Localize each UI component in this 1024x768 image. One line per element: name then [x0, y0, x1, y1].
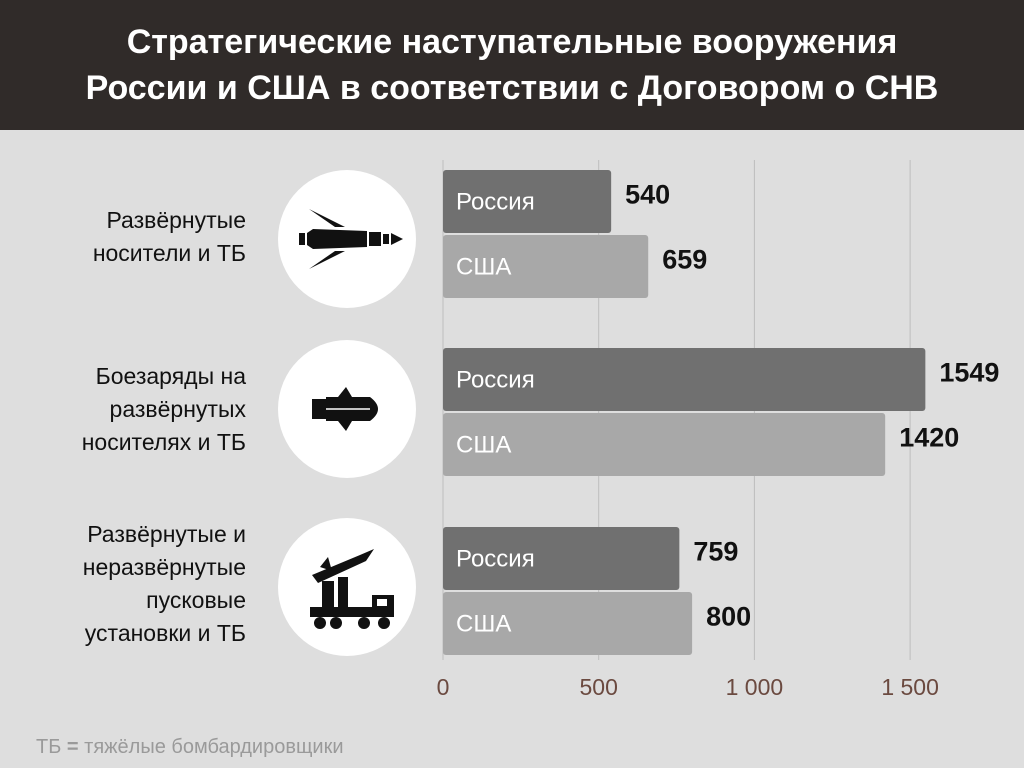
category-label-warheads: Боезаряды на развёрнутых носителях и ТБ — [10, 360, 246, 459]
x-tick-label: 0 — [437, 674, 450, 700]
bar-value-label: 659 — [662, 245, 707, 275]
bar — [443, 235, 649, 298]
x-tick-label: 500 — [580, 674, 618, 700]
title-line-1: Стратегические наступательные вооружения — [126, 23, 898, 61]
bar-series-label: США — [456, 432, 511, 459]
bar-value-label: 540 — [625, 180, 670, 210]
bar-series-label: США — [456, 611, 511, 638]
missile-launcher-icon-circle — [278, 518, 416, 656]
bomber-icon — [299, 209, 403, 269]
bar — [443, 348, 926, 411]
bar-series-label: США — [456, 254, 511, 281]
x-tick-label: 1 000 — [726, 674, 784, 700]
bar-series-label: Россия — [456, 546, 535, 573]
bar — [443, 592, 693, 655]
bar — [443, 527, 680, 590]
bar-value-label: 759 — [693, 537, 738, 567]
missile-launcher-icon — [310, 549, 394, 629]
category-label-line: носителях и ТБ — [81, 429, 246, 455]
category-label-line: носители и ТБ — [92, 240, 246, 266]
bomber-icon-circle — [278, 170, 416, 308]
header: Стратегические наступательные вооружения… — [0, 0, 1024, 130]
warhead-icon-circle — [278, 340, 416, 478]
category-label-line: развёрнутых — [109, 396, 246, 422]
category-label-line: Развёрнутые и — [87, 521, 246, 547]
bar-series-label: Россия — [456, 189, 535, 216]
bar-value-label: 1549 — [939, 358, 999, 388]
category-label-line: установки и ТБ — [84, 620, 246, 646]
category-label-line: Развёрнутые — [106, 207, 246, 233]
category-label-deployed-carriers: Развёрнутые носители и ТБ — [10, 204, 246, 270]
x-tick-label: 1 500 — [881, 674, 939, 700]
bar-series-label: Россия — [456, 367, 535, 394]
title-line-2: России и США в соответствии с Договором … — [85, 69, 939, 107]
footnote-equals: = — [66, 736, 79, 758]
category-label-line: пусковые — [146, 587, 246, 613]
footnote: ТБ = тяжёлые бомбардировщики — [36, 736, 344, 759]
bar-value-label: 1420 — [899, 423, 959, 453]
footnote-abbr: ТБ — [36, 736, 62, 758]
category-label-launchers: Развёрнутые и неразвёрнутые пусковые уст… — [10, 518, 246, 650]
warhead-icon — [312, 387, 378, 431]
category-label-line: неразвёрнутые — [82, 554, 246, 580]
bar-value-label: 800 — [706, 602, 751, 632]
footnote-text: тяжёлые бомбардировщики — [84, 736, 344, 758]
bar — [443, 413, 886, 476]
bar — [443, 170, 612, 233]
category-label-line: Боезаряды на — [95, 363, 246, 389]
